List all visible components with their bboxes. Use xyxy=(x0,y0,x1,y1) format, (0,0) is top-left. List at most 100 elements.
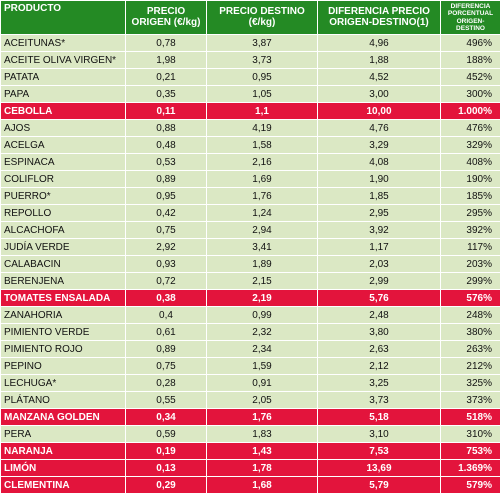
diferencia-porcentual-cell: 373% xyxy=(441,392,500,409)
precio-destino-cell: 4,19 xyxy=(207,120,318,137)
precio-origen-cell: 0,75 xyxy=(126,222,207,239)
precio-destino-cell: 1,76 xyxy=(207,409,318,426)
diferencia-precio-cell: 1,90 xyxy=(318,171,441,188)
product-name-cell: PLÁTANO xyxy=(1,392,126,409)
diferencia-precio-cell: 3,00 xyxy=(318,86,441,103)
header-row: PRODUCTO PRECIO ORIGEN (€/kg) PRECIO DES… xyxy=(1,1,500,35)
diferencia-porcentual-cell: 248% xyxy=(441,307,500,324)
diferencia-porcentual-cell: 518% xyxy=(441,409,500,426)
precio-origen-cell: 0,34 xyxy=(126,409,207,426)
precio-origen-cell: 0,61 xyxy=(126,324,207,341)
precio-origen-cell: 1,98 xyxy=(126,52,207,69)
product-name-cell: PAPA xyxy=(1,86,126,103)
precio-destino-cell: 0,95 xyxy=(207,69,318,86)
precio-origen-cell: 0,29 xyxy=(126,477,207,494)
precio-origen-cell: 0,19 xyxy=(126,443,207,460)
diferencia-porcentual-cell: 392% xyxy=(441,222,500,239)
diferencia-porcentual-cell: 299% xyxy=(441,273,500,290)
precio-origen-cell: 0,78 xyxy=(126,35,207,52)
diferencia-precio-cell: 5,79 xyxy=(318,477,441,494)
precio-origen-cell: 0,89 xyxy=(126,171,207,188)
precio-origen-cell: 0,88 xyxy=(126,120,207,137)
diferencia-precio-cell: 4,08 xyxy=(318,154,441,171)
diferencia-precio-cell: 10,00 xyxy=(318,103,441,120)
precio-destino-cell: 1,43 xyxy=(207,443,318,460)
precio-destino-cell: 2,16 xyxy=(207,154,318,171)
diferencia-precio-cell: 3,92 xyxy=(318,222,441,239)
diferencia-precio-cell: 3,73 xyxy=(318,392,441,409)
precio-destino-cell: 1,78 xyxy=(207,460,318,477)
precio-origen-cell: 0,53 xyxy=(126,154,207,171)
product-name-cell: JUDÍA VERDE xyxy=(1,239,126,256)
precio-destino-cell: 2,15 xyxy=(207,273,318,290)
product-name-cell: LIMÓN xyxy=(1,460,126,477)
diferencia-precio-cell: 3,29 xyxy=(318,137,441,154)
diferencia-precio-cell: 4,96 xyxy=(318,35,441,52)
precio-origen-cell: 2,92 xyxy=(126,239,207,256)
precio-destino-cell: 1,83 xyxy=(207,426,318,443)
diferencia-porcentual-cell: 212% xyxy=(441,358,500,375)
precio-origen-cell: 0,75 xyxy=(126,358,207,375)
precio-origen-cell: 0,13 xyxy=(126,460,207,477)
precio-origen-cell: 0,95 xyxy=(126,188,207,205)
precio-destino-cell: 1,68 xyxy=(207,477,318,494)
diferencia-precio-cell: 2,12 xyxy=(318,358,441,375)
precio-origen-cell: 0,4 xyxy=(126,307,207,324)
precio-origen-cell: 0,11 xyxy=(126,103,207,120)
precio-destino-cell: 2,34 xyxy=(207,341,318,358)
precio-destino-cell: 1,89 xyxy=(207,256,318,273)
product-name-cell: PUERRO* xyxy=(1,188,126,205)
diferencia-porcentual-cell: 1.000% xyxy=(441,103,500,120)
product-name-cell: ACEITUNAS* xyxy=(1,35,126,52)
precio-origen-cell: 0,21 xyxy=(126,69,207,86)
product-name-cell: NARANJA xyxy=(1,443,126,460)
diferencia-porcentual-cell: 579% xyxy=(441,477,500,494)
diferencia-porcentual-cell: 117% xyxy=(441,239,500,256)
diferencia-precio-cell: 2,48 xyxy=(318,307,441,324)
diferencia-porcentual-cell: 452% xyxy=(441,69,500,86)
diferencia-porcentual-cell: 753% xyxy=(441,443,500,460)
diferencia-porcentual-cell: 496% xyxy=(441,35,500,52)
precio-origen-cell: 0,55 xyxy=(126,392,207,409)
precio-destino-cell: 2,05 xyxy=(207,392,318,409)
header-producto: PRODUCTO xyxy=(1,1,126,35)
diferencia-precio-cell: 1,88 xyxy=(318,52,441,69)
diferencia-precio-cell: 5,76 xyxy=(318,290,441,307)
diferencia-precio-cell: 2,95 xyxy=(318,205,441,222)
product-name-cell: REPOLLO xyxy=(1,205,126,222)
diferencia-precio-cell: 3,10 xyxy=(318,426,441,443)
precio-origen-cell: 0,93 xyxy=(126,256,207,273)
header-diferencia-porcentual: DIFERENCIA PORCENTUAL ORIGEN-DESTINO xyxy=(441,1,500,35)
precio-destino-cell: 0,91 xyxy=(207,375,318,392)
product-name-cell: PIMIENTO VERDE xyxy=(1,324,126,341)
precio-origen-cell: 0,59 xyxy=(126,426,207,443)
precio-destino-cell: 0,99 xyxy=(207,307,318,324)
diferencia-precio-cell: 1,85 xyxy=(318,188,441,205)
precio-destino-cell: 3,41 xyxy=(207,239,318,256)
diferencia-precio-cell: 2,63 xyxy=(318,341,441,358)
precio-destino-cell: 1,1 xyxy=(207,103,318,120)
product-name-cell: ALCACHOFA xyxy=(1,222,126,239)
diferencia-porcentual-cell: 476% xyxy=(441,120,500,137)
precio-destino-cell: 2,19 xyxy=(207,290,318,307)
diferencia-porcentual-cell: 188% xyxy=(441,52,500,69)
product-name-cell: AJOS xyxy=(1,120,126,137)
table-header: PRODUCTO PRECIO ORIGEN (€/kg) PRECIO DES… xyxy=(1,1,500,35)
diferencia-precio-cell: 13,69 xyxy=(318,460,441,477)
